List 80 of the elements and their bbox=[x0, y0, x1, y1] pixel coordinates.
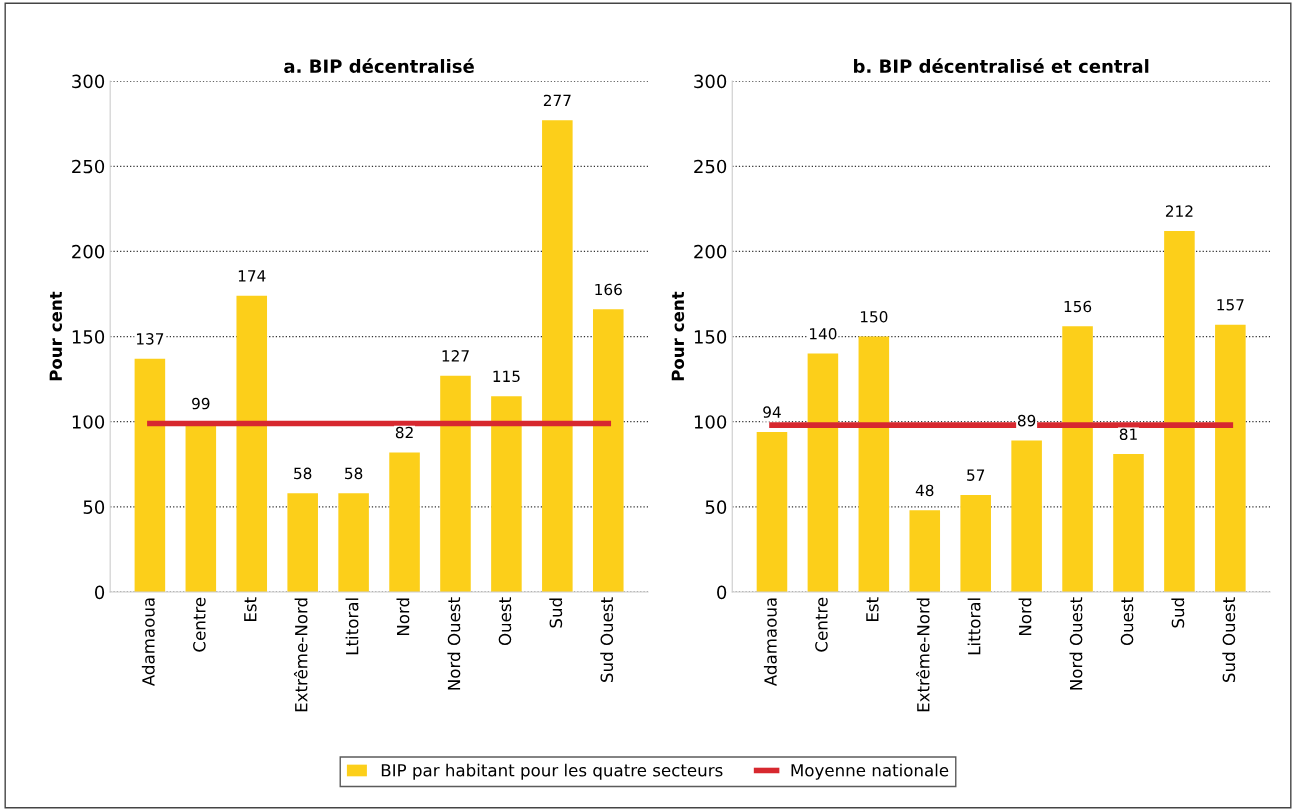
chart-title: a. BIP décentralisé bbox=[284, 58, 474, 74]
x-tick-label: Sud bbox=[549, 598, 563, 628]
bar bbox=[1215, 324, 1246, 593]
bar bbox=[909, 510, 941, 593]
x-tick-label: Ouest bbox=[1120, 597, 1134, 646]
data-label: 156 bbox=[1064, 300, 1092, 313]
data-label: 166 bbox=[595, 283, 622, 296]
data-label: 212 bbox=[1165, 205, 1193, 217]
bar bbox=[542, 120, 573, 593]
y-tick-label: 150 bbox=[72, 330, 105, 344]
bar bbox=[756, 431, 788, 593]
y-tick-label: 0 bbox=[95, 585, 105, 600]
x-tick-label: Ouest bbox=[498, 597, 512, 646]
bar bbox=[807, 353, 839, 593]
x-tick-label: Ltitoral bbox=[345, 598, 359, 655]
data-label: 82 bbox=[395, 426, 413, 439]
data-label: 137 bbox=[136, 333, 164, 345]
data-label: 58 bbox=[294, 467, 312, 480]
y-axis-title: Pour cent bbox=[49, 291, 63, 381]
bar bbox=[858, 336, 890, 593]
data-label: 140 bbox=[810, 327, 837, 340]
y-tick-label: 0 bbox=[717, 585, 727, 600]
x-tick-label: Est bbox=[866, 597, 879, 621]
y-tick-label: 100 bbox=[694, 415, 727, 429]
bar bbox=[1164, 230, 1195, 593]
y-tick-label: 250 bbox=[72, 159, 105, 174]
y-tick-label: 300 bbox=[72, 74, 105, 89]
y-tick-label: 250 bbox=[694, 159, 727, 174]
x-tick-label: Sud bbox=[1171, 598, 1185, 628]
data-label: 99 bbox=[192, 397, 210, 410]
bar bbox=[185, 423, 217, 593]
data-label: 81 bbox=[1119, 428, 1137, 441]
legend-label: BIP par habitant pour les quatre secteurs bbox=[381, 763, 723, 780]
x-tick-label: Nord bbox=[1018, 598, 1032, 636]
bar bbox=[1113, 454, 1144, 593]
bar bbox=[389, 452, 420, 593]
x-tick-label: Est bbox=[244, 597, 257, 621]
x-tick-label: Sud Ouest bbox=[600, 597, 614, 682]
y-tick-label: 50 bbox=[83, 500, 105, 514]
y-tick-label: 100 bbox=[72, 415, 105, 429]
x-tick-label: Nord bbox=[396, 598, 410, 636]
bar bbox=[440, 375, 471, 593]
x-tick-label: Adamaoua bbox=[141, 598, 155, 687]
data-label: 89 bbox=[1017, 414, 1036, 427]
data-label: 127 bbox=[442, 350, 469, 362]
legend-label: Moyenne nationale bbox=[791, 763, 949, 780]
data-label: 94 bbox=[763, 406, 781, 418]
x-tick-label: Nord Ouest bbox=[1069, 597, 1083, 690]
bar bbox=[338, 493, 369, 593]
data-label: 174 bbox=[238, 270, 266, 282]
bar bbox=[960, 494, 991, 593]
data-label: 58 bbox=[345, 467, 363, 480]
bar bbox=[236, 295, 268, 593]
y-tick-label: 200 bbox=[694, 244, 727, 259]
x-tick-label: Extrême-Nord bbox=[293, 598, 308, 712]
x-tick-label: Sud Ouest bbox=[1222, 597, 1236, 682]
x-tick-label: Nord Ouest bbox=[447, 597, 461, 690]
y-tick-label: 150 bbox=[694, 330, 727, 344]
data-label: 277 bbox=[543, 94, 571, 106]
x-tick-label: Littoral bbox=[967, 598, 981, 655]
data-label: 150 bbox=[860, 310, 888, 323]
bar bbox=[592, 309, 624, 593]
data-label: 157 bbox=[1217, 299, 1244, 311]
data-label: 57 bbox=[967, 469, 985, 481]
x-tick-label: Adamaoua bbox=[763, 598, 777, 687]
y-tick-label: 200 bbox=[72, 244, 105, 259]
x-tick-label: Centre bbox=[193, 597, 206, 652]
y-tick-label: 50 bbox=[705, 500, 727, 514]
x-tick-label: Centre bbox=[815, 597, 828, 652]
bar bbox=[1062, 326, 1093, 593]
data-label: 48 bbox=[915, 484, 934, 497]
data-label: 115 bbox=[493, 370, 520, 383]
bar bbox=[287, 493, 318, 593]
x-tick-label: Extrême-Nord bbox=[916, 598, 930, 712]
bar bbox=[1011, 440, 1042, 593]
bar bbox=[134, 358, 166, 593]
bar bbox=[491, 396, 522, 593]
y-tick-label: 300 bbox=[694, 74, 727, 89]
chart-title: b. BIP décentralisé et central bbox=[854, 58, 1149, 74]
y-axis-title: Pour cent bbox=[671, 291, 685, 381]
